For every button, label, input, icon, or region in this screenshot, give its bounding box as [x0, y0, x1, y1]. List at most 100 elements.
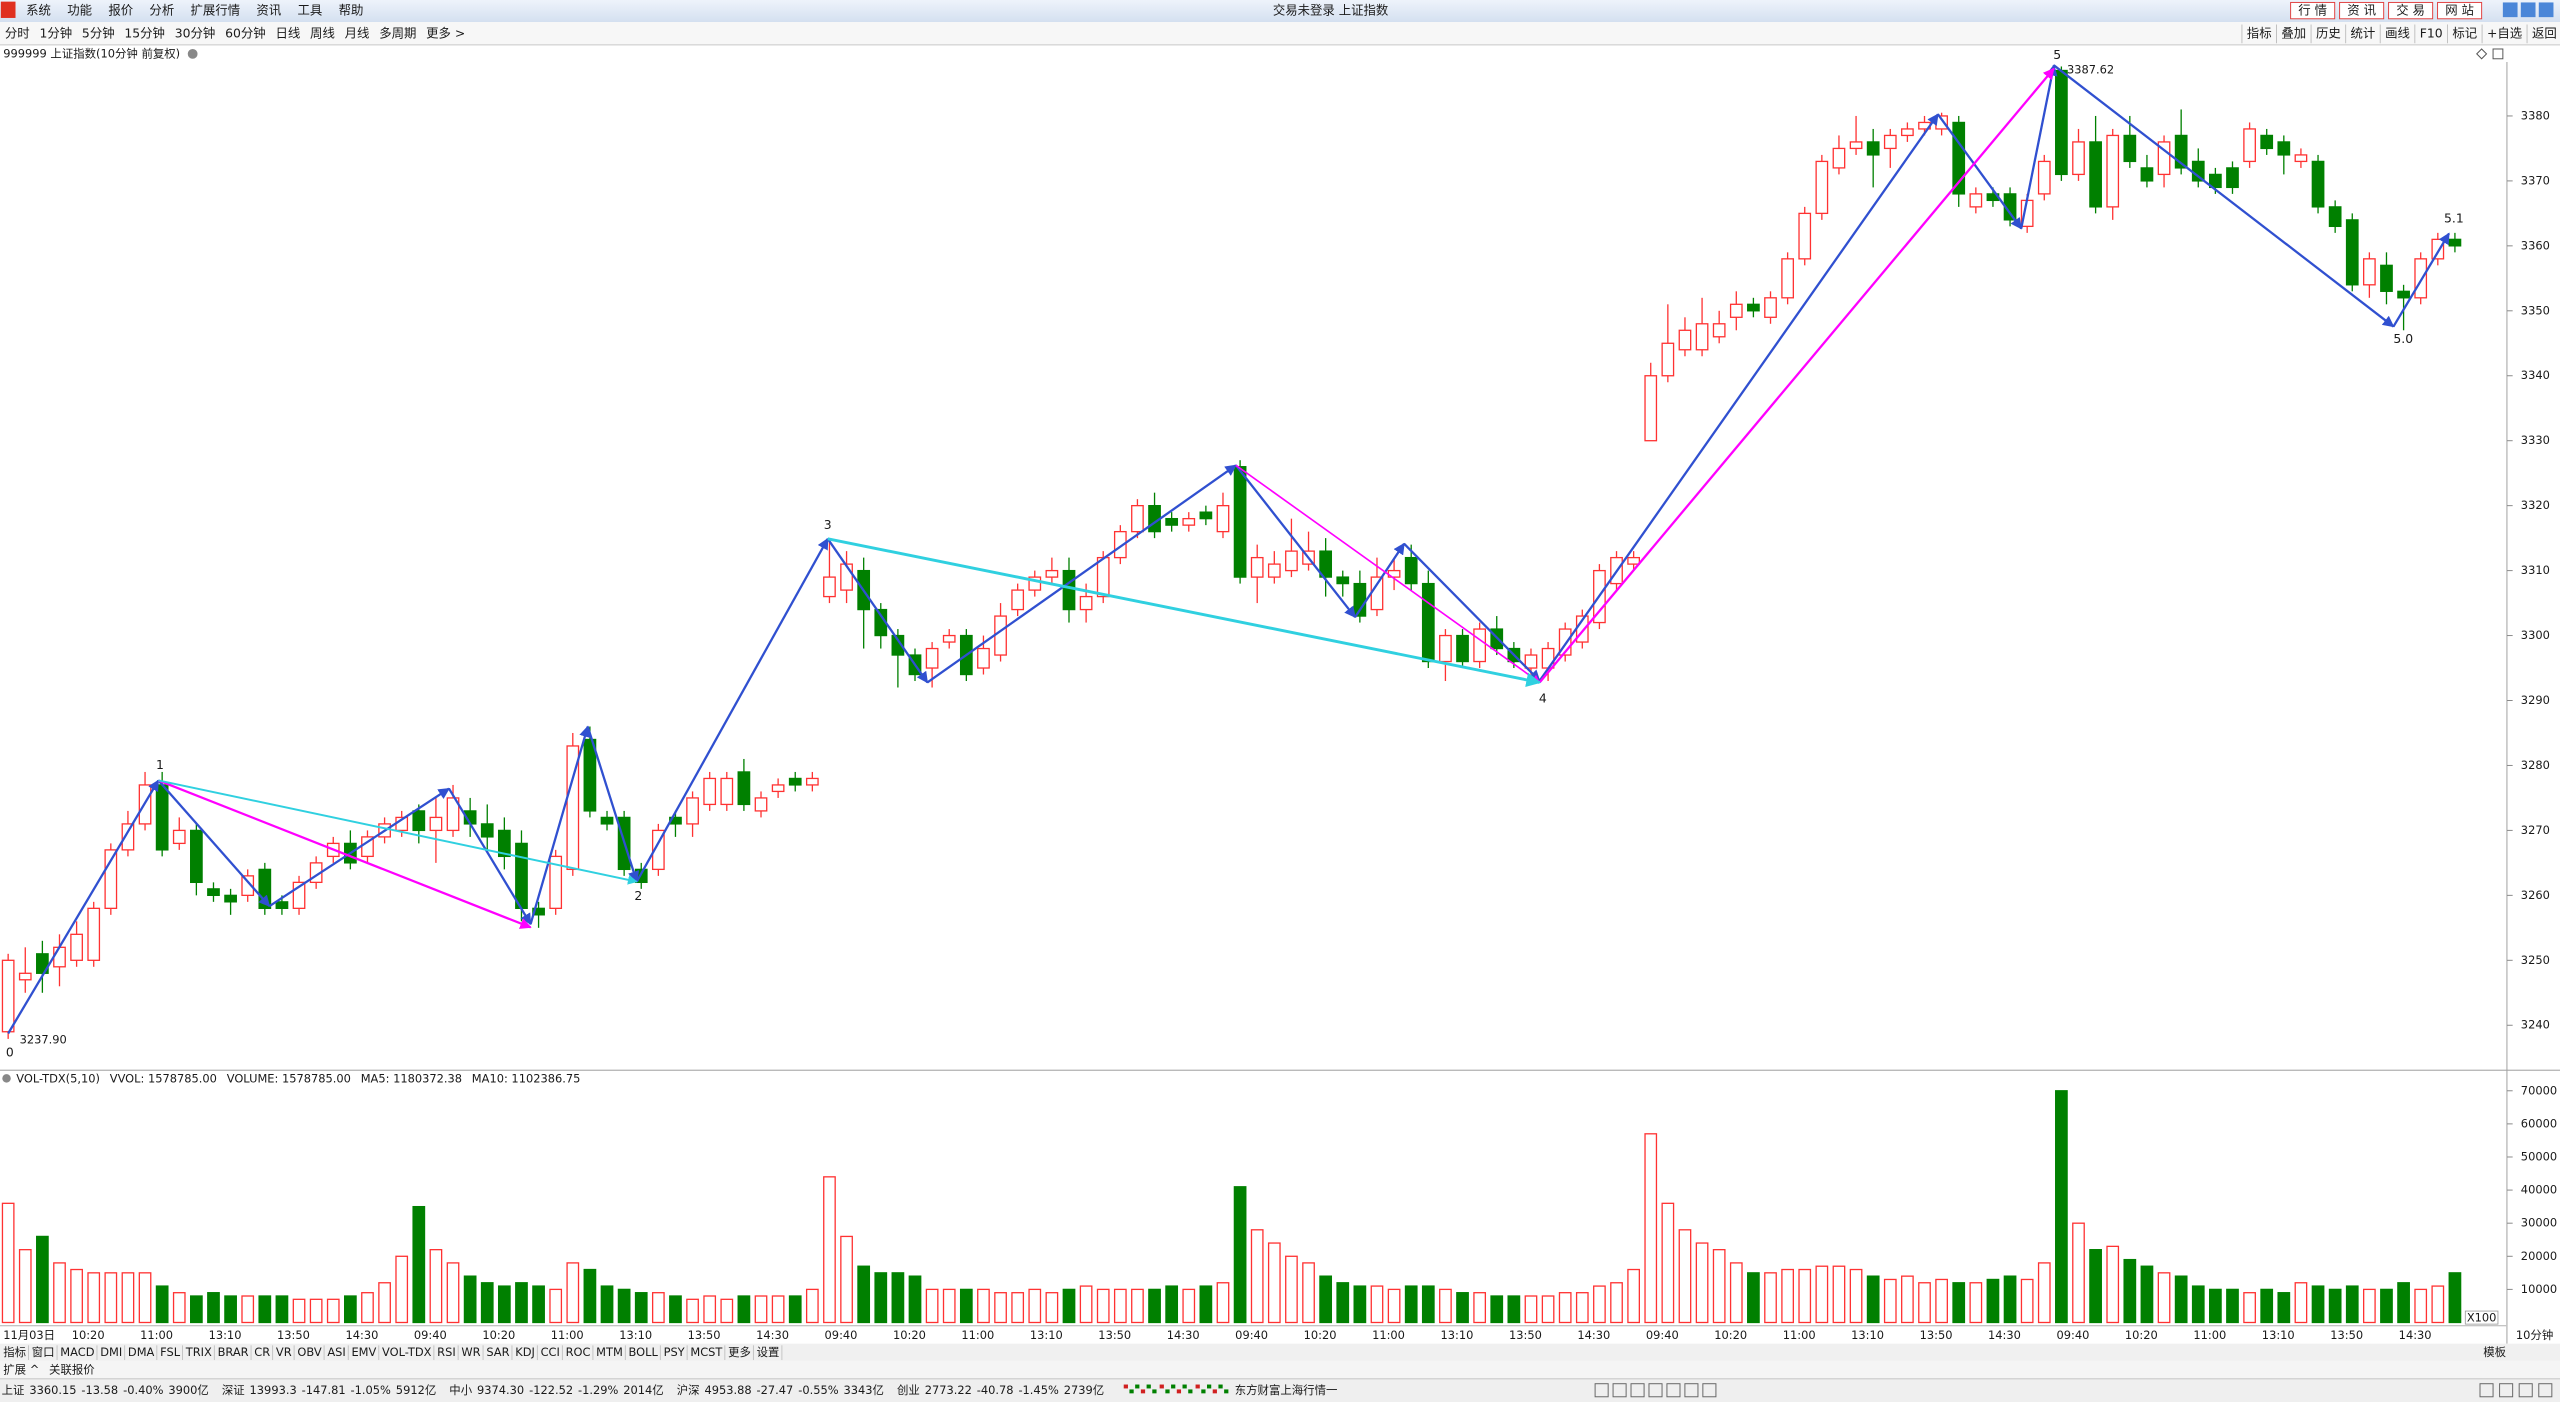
menu-item[interactable]: 工具 [298, 3, 323, 18]
status-icon [1176, 1389, 1182, 1394]
indicator-tab[interactable]: FSL [160, 1345, 181, 1359]
volume-bar [686, 1298, 699, 1324]
volume-bar [1678, 1229, 1692, 1324]
volume-bar [925, 1288, 939, 1324]
sub-tab[interactable]: 关联报价 [49, 1362, 95, 1376]
period-tab[interactable]: 5分钟 [82, 25, 115, 40]
tool-button[interactable]: F10 [2420, 25, 2443, 40]
x-tick-label: 14:30 [756, 1328, 789, 1342]
quick-button[interactable] [2437, 1, 2483, 20]
y-tick-label: 30000 [2521, 1216, 2557, 1230]
status-icon [1182, 1384, 1187, 1389]
tool-button[interactable]: 历史 [2316, 25, 2341, 40]
tool-button[interactable]: 叠加 [2281, 25, 2306, 40]
indicator-tab[interactable]: 更多 [728, 1345, 751, 1359]
maximize-button[interactable] [2520, 2, 2536, 18]
candle-body [1678, 329, 1692, 351]
status-icon [1224, 1389, 1229, 1394]
volume-bar [1507, 1295, 1521, 1324]
template-button[interactable]: 模板 [2483, 1345, 2506, 1359]
indicator-tab[interactable]: MTM [596, 1345, 623, 1359]
menu-item[interactable]: 系统 [26, 3, 51, 18]
tool-button[interactable]: 返回 [2532, 25, 2557, 40]
indicator-tab[interactable]: VOL-TDX [382, 1345, 432, 1359]
status-price: 4953.88 [704, 1383, 751, 1397]
indicator-tab[interactable]: OBV [297, 1345, 321, 1359]
volume-bar [2328, 1288, 2342, 1324]
volume-bar [1661, 1202, 1675, 1324]
x-tick-label: 11:00 [2193, 1328, 2226, 1342]
menu-item[interactable]: 扩展行情 [191, 3, 241, 18]
indicator-tab[interactable]: CR [254, 1345, 270, 1359]
volume-bar [275, 1295, 289, 1324]
symbol-icon [187, 48, 198, 59]
x-tick-label: 10:20 [2125, 1328, 2158, 1342]
period-tab[interactable]: 15分钟 [124, 25, 165, 40]
indicator-tab[interactable]: RSI [437, 1345, 456, 1359]
tool-button[interactable]: 指标 [2247, 25, 2272, 40]
indicator-tab[interactable]: MCST [690, 1345, 722, 1359]
indicator-tab[interactable]: MACD [60, 1345, 94, 1359]
sub-tab[interactable]: 扩展 ^ [3, 1362, 39, 1376]
indicator-tab[interactable]: ASI [327, 1345, 345, 1359]
status-price: 2773.22 [925, 1383, 972, 1397]
candle-body [2397, 290, 2410, 299]
period-tab[interactable]: 1分钟 [39, 25, 72, 40]
quick-button[interactable] [2339, 1, 2385, 20]
period-tab[interactable]: 月线 [345, 25, 370, 40]
volume-bar [2089, 1249, 2102, 1324]
indicator-tab[interactable]: PSY [664, 1345, 685, 1359]
tool-button[interactable]: 统计 [2351, 25, 2376, 40]
candle-body [891, 634, 905, 656]
period-tab[interactable]: 周线 [310, 25, 335, 40]
indicator-tab[interactable]: KDJ [515, 1345, 535, 1359]
quick-button[interactable] [2388, 1, 2434, 20]
menu-item[interactable]: 资讯 [256, 3, 281, 18]
period-tab[interactable]: 更多 > [426, 25, 465, 40]
period-tab[interactable]: 30分钟 [175, 25, 216, 40]
quick-button[interactable] [2290, 1, 2336, 20]
indicator-tab[interactable]: BRAR [218, 1345, 249, 1359]
indicator-tab[interactable]: EMV [351, 1345, 376, 1359]
indicator-tab[interactable]: ROC [566, 1345, 591, 1359]
menu-item[interactable]: 分析 [149, 3, 174, 18]
volume-bar [1918, 1282, 1931, 1324]
period-tab[interactable]: 60分钟 [225, 25, 266, 40]
candle-body [1815, 160, 1829, 215]
indicator-tab[interactable]: 窗口 [32, 1345, 55, 1359]
minimize-button[interactable] [2502, 2, 2518, 18]
candle-body [2243, 128, 2256, 163]
period-tab[interactable]: 分时 [5, 25, 30, 40]
status-amount: 3343亿 [843, 1383, 883, 1397]
tray-icon [1648, 1383, 1663, 1398]
menu-item[interactable]: 功能 [67, 3, 92, 18]
volume-bar [1593, 1285, 1606, 1324]
indicator-tab[interactable]: DMI [100, 1345, 122, 1359]
candle-body [87, 907, 101, 961]
x-tick-label: 14:30 [1577, 1328, 1610, 1342]
close-button[interactable] [2538, 2, 2554, 18]
indicator-tab[interactable]: 指标 [3, 1345, 26, 1359]
volume-bar [2363, 1288, 2376, 1324]
candle-body [788, 777, 802, 786]
wave-line [158, 779, 638, 885]
indicator-tab[interactable]: TRIX [185, 1345, 212, 1359]
indicator-tab[interactable]: BOLL [629, 1345, 659, 1359]
indicator-tab[interactable]: 设置 [757, 1345, 780, 1359]
tool-button[interactable]: 标记 [2452, 25, 2477, 40]
indicator-tab[interactable]: SAR [486, 1345, 509, 1359]
candle-body [1901, 128, 1914, 137]
period-tab[interactable]: 多周期 [379, 25, 416, 40]
indicator-tab[interactable]: DMA [128, 1345, 155, 1359]
indicator-tab[interactable]: CCI [541, 1345, 560, 1359]
menu-item[interactable]: 报价 [108, 3, 133, 18]
period-tab[interactable]: 日线 [275, 25, 300, 40]
indicator-tab[interactable]: VR [276, 1345, 292, 1359]
tool-button[interactable]: +自选 [2487, 25, 2522, 40]
indicator-tab[interactable]: WR [461, 1345, 480, 1359]
volume-bar [737, 1295, 751, 1324]
y-tick-label: 3240 [2521, 1018, 2550, 1032]
volume-bar [1541, 1295, 1555, 1324]
menu-item[interactable]: 帮助 [339, 3, 364, 18]
tool-button[interactable]: 画线 [2385, 25, 2410, 40]
